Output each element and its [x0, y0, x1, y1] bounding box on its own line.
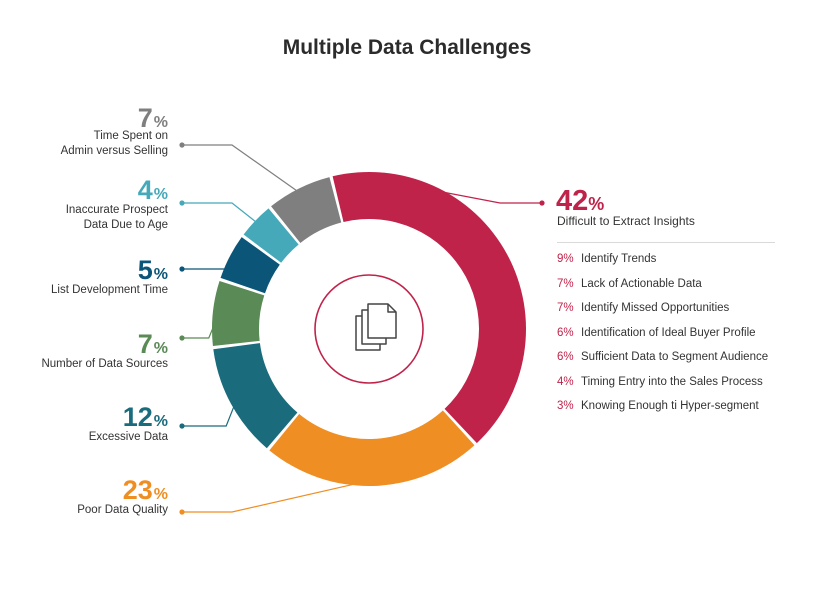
leader-line: [182, 400, 237, 427]
inner-ring: [314, 274, 424, 384]
leader-dot: [179, 423, 185, 429]
slice-label-excessive: Excessive Data: [88, 431, 168, 443]
breakdown-list: 9% Identify Trends 7% Lack of Actionable D…: [557, 253, 768, 425]
leader-dot: [539, 200, 545, 206]
leader-line: [182, 313, 220, 339]
slice-pct-list-dev: 5%: [137, 255, 168, 285]
slice-label-sources: Number of Data Sources: [41, 358, 168, 370]
slice-pct-time-spent: 7%: [137, 103, 168, 133]
chart-title: Multiple Data Challenges: [282, 36, 532, 59]
leader-dot: [179, 200, 185, 206]
slice-pct-difficult: 42%: [556, 185, 605, 217]
breakdown-item: 9% Identify Trends: [557, 253, 657, 265]
breakdown-item: 4% Timing Entry into the Sales Process: [557, 375, 763, 388]
donut-slice: [213, 343, 298, 449]
leader-dot: [179, 142, 185, 148]
leader-dot: [179, 335, 185, 341]
slice-pct-inaccurate: 4%: [137, 175, 168, 205]
divider: [557, 242, 775, 243]
slice-label-poor-quality: Poor Data Quality: [77, 504, 168, 516]
leader-dot: [179, 266, 185, 272]
breakdown-item: 3% Knowing Enough ti Hyper-segment: [557, 400, 759, 412]
leader-line: [182, 479, 373, 513]
slice-pct-sources: 7%: [137, 329, 168, 359]
breakdown-item: 6% Identification of Ideal Buyer Profile: [557, 326, 756, 339]
slice-label-difficult: Difficult to Extract Insights: [557, 214, 695, 228]
donut-slice: [332, 172, 526, 444]
donut-slice: [269, 410, 475, 486]
leader-line: [182, 202, 261, 226]
breakdown-item: 7% Identify Missed Opportunities: [557, 302, 730, 314]
donut-slice: [220, 237, 280, 294]
donut-slice: [243, 208, 299, 263]
documents-icon: [355, 303, 397, 351]
slice-label-time-spent: Time Spent on Admin versus Selling: [60, 130, 168, 157]
leader-line: [182, 259, 236, 270]
breakdown-item: 6% Sufficient Data to Segment Audience: [557, 351, 769, 363]
breakdown-item: 7% Lack of Actionable Data: [557, 277, 702, 290]
leader-line: [368, 177, 542, 204]
leader-dot: [179, 509, 185, 515]
donut-slice: [271, 177, 342, 244]
slice-label-inaccurate: Inaccurate Prospect Data Due to Age: [65, 204, 168, 231]
donut-slice: [211, 281, 265, 346]
slice-pct-excessive: 12%: [122, 402, 168, 432]
slice-pct-poor-quality: 23%: [122, 475, 168, 505]
leader-line: [182, 144, 302, 195]
slice-label-list-dev: List Development Time: [51, 284, 168, 296]
